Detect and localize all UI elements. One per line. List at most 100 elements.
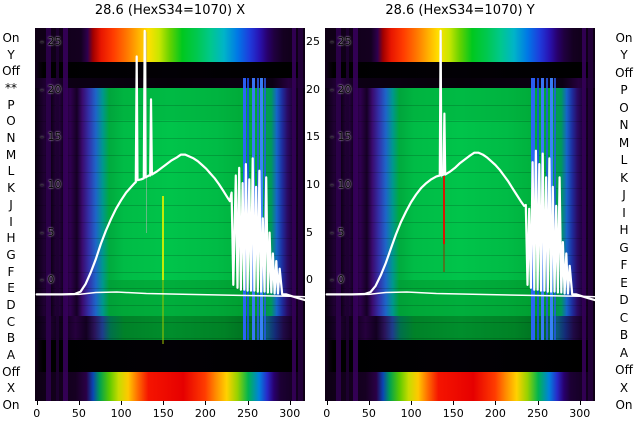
x-tick-label: 200 (484, 407, 506, 420)
chart-title-y: 28.6 (HexS34=1070) Y (385, 3, 535, 18)
plane-label-y: Y (7, 47, 15, 62)
plane-label-m: M (618, 135, 630, 150)
heatmap-row-separator (35, 238, 305, 239)
plane-label-b: B (619, 328, 629, 343)
plane-label-off: Off (2, 64, 20, 79)
heatmap-stripe (352, 28, 358, 401)
heatmap-row-separator (325, 121, 595, 122)
heatmap-row-separator (35, 255, 305, 256)
heatmap-row-separator (325, 138, 595, 139)
heatmap-row-separator (35, 205, 305, 206)
heatmap-stripe (162, 196, 165, 280)
heatmap-row-separator (325, 338, 595, 339)
y-tick-label: - 0 (40, 273, 55, 287)
heatmap-stripe (588, 28, 594, 401)
plane-label-g: G (619, 240, 629, 255)
heatmap-band-off-bottom (325, 340, 595, 372)
heatmap-band-plane-x-bottom (35, 372, 305, 401)
heatmap-band-plane-x-bottom (325, 372, 595, 401)
x-tick-mark (121, 401, 123, 405)
heatmap-stripe (145, 32, 147, 233)
heatmap-row-separator (35, 188, 305, 189)
profile-trace (325, 29, 595, 302)
plane-label-j: J (622, 188, 626, 203)
plane-label-starstar: ** (5, 81, 17, 96)
plane-label-on: On (615, 398, 633, 412)
y-tick-label: - 5 (330, 225, 345, 239)
y-tick-label: - 15 (330, 130, 352, 144)
heatmap-band-gap (325, 78, 595, 88)
heatmap-stripe (298, 28, 304, 401)
heatmap-row-separator (325, 288, 595, 289)
heatmap-row-separator (35, 105, 305, 106)
heatmap-band-off-top (35, 62, 305, 78)
plane-label-h: H (619, 223, 629, 238)
heatmap-stripe (56, 28, 60, 401)
heatmap-band-off-top (325, 62, 595, 78)
y-tick-label: - 25 (40, 35, 62, 49)
heatmap-row-separator (325, 272, 595, 273)
heatmap-row-separator (325, 322, 595, 323)
heatmap-row-separator (325, 305, 595, 306)
x-tick-label: 0 (323, 407, 331, 420)
plane-label-i: I (622, 205, 626, 220)
plane-label-off: Off (615, 65, 633, 80)
x-tick-label: 200 (194, 407, 216, 420)
center-y-tick-label: 25 (306, 35, 320, 49)
y-tick-label: - 20 (40, 82, 62, 96)
x-tick-mark (579, 401, 581, 405)
heatmap-band-beam-fade (35, 316, 305, 340)
heatmap-stripe (336, 28, 341, 401)
y-tick-label: - 15 (40, 130, 62, 144)
x-tick-mark (453, 401, 455, 405)
heatmap-row-separator (35, 305, 305, 306)
heatmap-row-separator (35, 138, 305, 139)
heatmap-band-plane-y-top (35, 28, 305, 62)
plane-label-j: J (9, 197, 13, 212)
plane-label-d: D (6, 297, 16, 312)
profile-trace (35, 29, 305, 302)
x-tick-label: 50 (71, 407, 86, 420)
heatmap-row-separator (325, 155, 595, 156)
plane-label-k: K (620, 170, 628, 185)
y-tick-label: - 10 (40, 178, 62, 191)
x-tick-label: 300 (279, 407, 301, 420)
plane-label-f: F (620, 258, 628, 273)
plane-label-y: Y (620, 48, 628, 63)
plane-label-a: A (619, 345, 629, 360)
plane-label-x: X (6, 381, 16, 396)
plane-label-h: H (6, 231, 16, 246)
x-tick-label: 150 (442, 407, 464, 420)
center-y-tick-label: 10 (306, 178, 320, 191)
plane-label-off: Off (615, 363, 633, 378)
x-tick-label: 0 (33, 407, 41, 420)
heatmap-row-separator (325, 222, 595, 223)
plane-label-i: I (9, 214, 13, 229)
heatmap-row-separator (35, 155, 305, 156)
plane-label-on: On (2, 398, 20, 412)
heatmap-stripe (46, 28, 51, 401)
heatmap-row-separator (325, 105, 595, 106)
center-y-tick-label: 20 (306, 82, 320, 96)
center-y-tick-label: 5 (306, 225, 313, 239)
y-tick-label: - 20 (330, 82, 352, 96)
x-tick-label: 250 (237, 407, 259, 420)
plane-label-p: P (7, 97, 15, 112)
trace-overlay (325, 29, 595, 302)
x-tick-label: 150 (152, 407, 174, 420)
y-tick-label: - 5 (40, 225, 55, 239)
plane-label-p: P (620, 83, 628, 98)
heatmap-row-separator (35, 222, 305, 223)
plane-label-n: N (619, 118, 629, 133)
heatmap-stripe (582, 28, 587, 401)
x-tick-mark (537, 401, 539, 405)
center-y-tick-label: 0 (306, 273, 313, 287)
heatmap-row-separator (35, 172, 305, 173)
heatmap-stripe (553, 78, 556, 340)
x-tick-mark (205, 401, 207, 405)
heatmap-stripe (346, 28, 350, 401)
x-tick-mark (495, 401, 497, 405)
plane-label-o: O (6, 114, 16, 129)
heatmap-row-separator (35, 272, 305, 273)
